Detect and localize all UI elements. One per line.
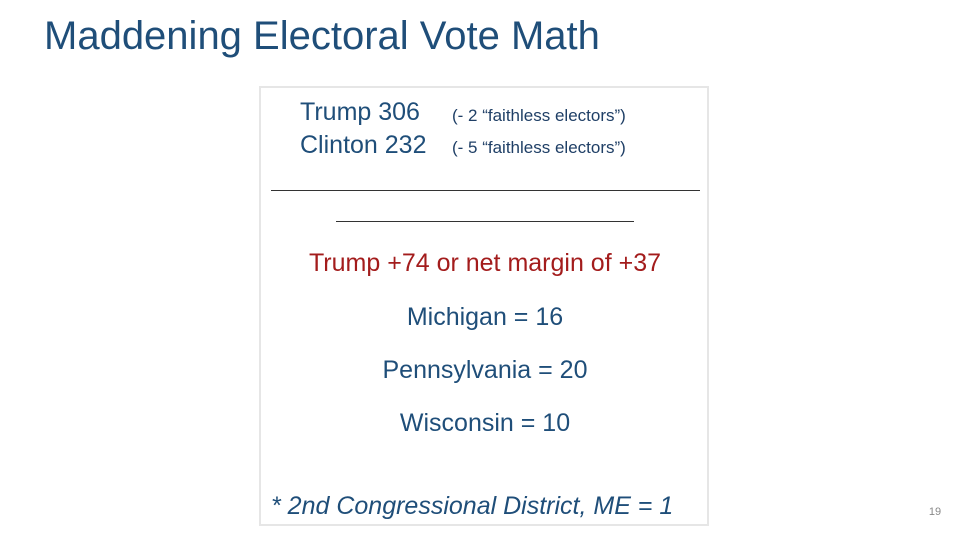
footnote-maine: * 2nd Congressional District, ME = 1 bbox=[271, 492, 674, 520]
divider-line-top bbox=[271, 190, 700, 191]
trump-total: Trump 306 bbox=[300, 98, 420, 126]
slide-title: Maddening Electoral Vote Math bbox=[44, 14, 600, 58]
trump-faithless-note: (- 2 “faithless electors”) bbox=[452, 106, 626, 125]
state-wisconsin: Wisconsin = 10 bbox=[399, 409, 571, 437]
state-pennsylvania: Pennsylvania = 20 bbox=[382, 356, 588, 384]
state-michigan: Michigan = 16 bbox=[406, 303, 564, 331]
page-number: 19 bbox=[928, 506, 942, 518]
content-box bbox=[259, 86, 709, 526]
clinton-total: Clinton 232 bbox=[300, 131, 427, 159]
margin-result: Trump +74 or net margin of +37 bbox=[308, 249, 662, 277]
clinton-faithless-note: (- 5 “faithless electors”) bbox=[452, 138, 626, 157]
divider-line-bottom bbox=[336, 221, 634, 222]
